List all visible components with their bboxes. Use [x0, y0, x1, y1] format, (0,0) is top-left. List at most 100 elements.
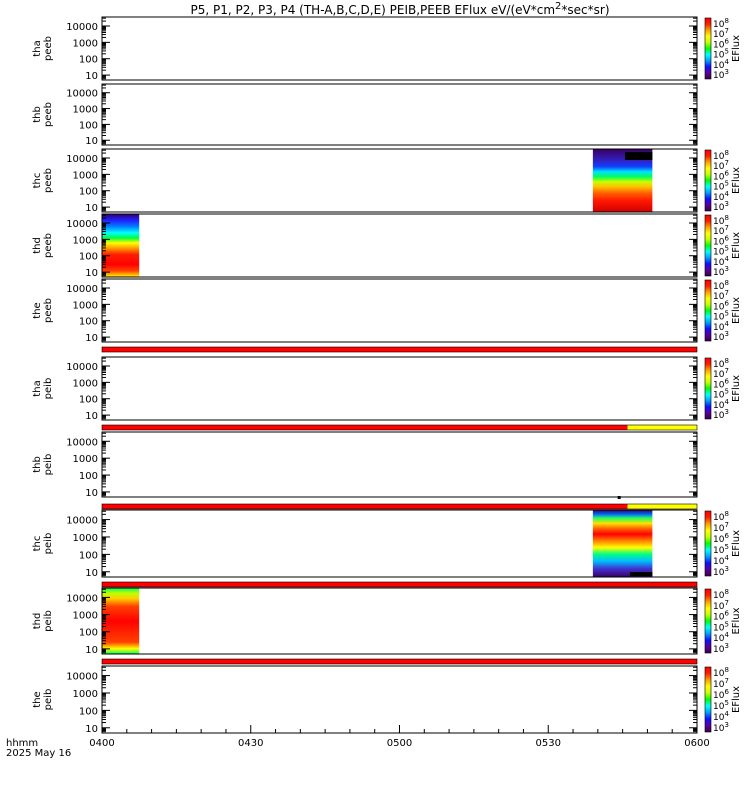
y-tick-label: 10 [85, 568, 98, 579]
status-bar-segment [102, 582, 697, 587]
colorbar-tick-label: 103 [713, 565, 729, 578]
y-tick-label: 10 [85, 268, 98, 279]
x-axis-label: hhmm [6, 738, 38, 749]
y-tick-label: 1000 [73, 38, 98, 49]
colorbar-tick-label: 103 [713, 265, 729, 278]
colorbar-tick-label: 106 [713, 299, 729, 312]
spectrogram-block [592, 510, 653, 577]
y-tick-label: 1000 [73, 105, 98, 116]
y-tick-label: 10 [85, 333, 98, 344]
x-tick-label: 0400 [89, 738, 114, 749]
colorbar-label: EFlux [731, 607, 742, 634]
status-bar-segment [102, 347, 697, 352]
y-tick-label: 100 [79, 550, 98, 561]
y-tick-label: 1000 [73, 454, 98, 465]
colorbar-tick-label: 105 [713, 48, 729, 61]
panel-probe-label: thc [32, 173, 43, 189]
y-tick-label: 1000 [73, 235, 98, 246]
y-tick-label: 1000 [73, 300, 98, 311]
y-tick-label: 1000 [73, 611, 98, 622]
y-tick-label: 1000 [73, 378, 98, 389]
panel-probe-label: the [32, 691, 43, 707]
spectrogram-block [102, 588, 140, 654]
y-tick-label: 10 [85, 724, 98, 735]
y-tick-label: 10000 [66, 593, 98, 604]
colorbar-tick-label: 106 [713, 532, 729, 545]
status-bar-segment [102, 659, 697, 664]
panel-frame [101, 213, 698, 278]
panel-probe-label: thb [32, 106, 43, 123]
status-bar-segment [627, 425, 697, 430]
colorbar [704, 666, 712, 733]
panel-probe-label: thb [32, 456, 43, 473]
x-tick-label: 0600 [684, 738, 709, 749]
marker [617, 496, 621, 499]
status-bar-segment [627, 504, 697, 509]
colorbar-tick-label: 108 [713, 17, 729, 30]
panel-product-label: peeb [43, 36, 54, 61]
y-tick-label: 100 [79, 187, 98, 198]
y-tick-label: 10 [85, 71, 98, 82]
y-tick-label: 100 [79, 706, 98, 717]
colorbar [704, 149, 712, 212]
colorbar-tick-label: 108 [713, 149, 729, 162]
colorbar-tick-label: 107 [713, 289, 729, 302]
panel-product-label: peib [43, 378, 54, 400]
colorbar-tick-label: 104 [713, 710, 729, 723]
panel-product-label: peeb [43, 102, 54, 127]
colorbar-tick-label: 103 [713, 642, 729, 655]
y-tick-label: 10 [85, 203, 98, 214]
colorbar-tick-label: 105 [713, 620, 729, 633]
colorbar-tick-label: 107 [713, 27, 729, 40]
y-tick-label: 10000 [66, 219, 98, 230]
fill-gap [625, 152, 653, 160]
colorbar-label: EFlux [731, 35, 742, 62]
colorbar-label: EFlux [731, 297, 742, 324]
colorbar-tick-label: 107 [713, 599, 729, 612]
panel-product-label: peib [43, 610, 54, 632]
colorbar-tick-label: 107 [713, 159, 729, 172]
panel-probe-label: the [32, 302, 43, 318]
status-bar-segment [102, 425, 628, 430]
status-bar-frame [101, 658, 698, 665]
panel-frame [101, 431, 698, 498]
y-tick-label: 100 [79, 628, 98, 639]
x-tick-label: 0430 [238, 738, 263, 749]
y-tick-label: 100 [79, 471, 98, 482]
colorbar [704, 588, 712, 654]
y-tick-label: 1000 [73, 533, 98, 544]
colorbar [704, 279, 712, 342]
colorbar-tick-label: 105 [713, 699, 729, 712]
panel-product-label: peeb [43, 233, 54, 258]
colorbar-tick-label: 108 [713, 588, 729, 601]
y-tick-label: 10 [85, 488, 98, 499]
colorbar-tick-label: 107 [713, 367, 729, 380]
colorbar-tick-label: 104 [713, 631, 729, 644]
colorbar [704, 214, 712, 277]
colorbar-label: EFlux [731, 686, 742, 713]
colorbar-tick-label: 105 [713, 388, 729, 401]
panel-probe-label: thd [32, 613, 43, 630]
x-tick-label: 0500 [387, 738, 412, 749]
colorbar-tick-label: 103 [713, 68, 729, 81]
colorbar-tick-label: 105 [713, 245, 729, 258]
colorbar-label: EFlux [731, 232, 742, 259]
y-tick-label: 100 [79, 120, 98, 131]
colorbar-tick-label: 103 [713, 330, 729, 343]
colorbar-tick-label: 107 [713, 224, 729, 237]
y-tick-label: 100 [79, 317, 98, 328]
y-tick-label: 10000 [66, 437, 98, 448]
colorbar-tick-label: 107 [713, 677, 729, 690]
y-tick-label: 10 [85, 136, 98, 147]
y-tick-label: 1000 [73, 689, 98, 700]
y-tick-label: 100 [79, 252, 98, 263]
colorbar-tick-label: 103 [713, 408, 729, 421]
colorbar-tick-label: 106 [713, 169, 729, 182]
fill-gap [630, 572, 653, 576]
panel-frame [101, 83, 698, 146]
y-tick-label: 10000 [66, 89, 98, 100]
y-tick-label: 100 [79, 55, 98, 66]
colorbar-tick-label: 106 [713, 377, 729, 390]
panel-frame [101, 665, 698, 734]
colorbar-tick-label: 106 [713, 610, 729, 623]
